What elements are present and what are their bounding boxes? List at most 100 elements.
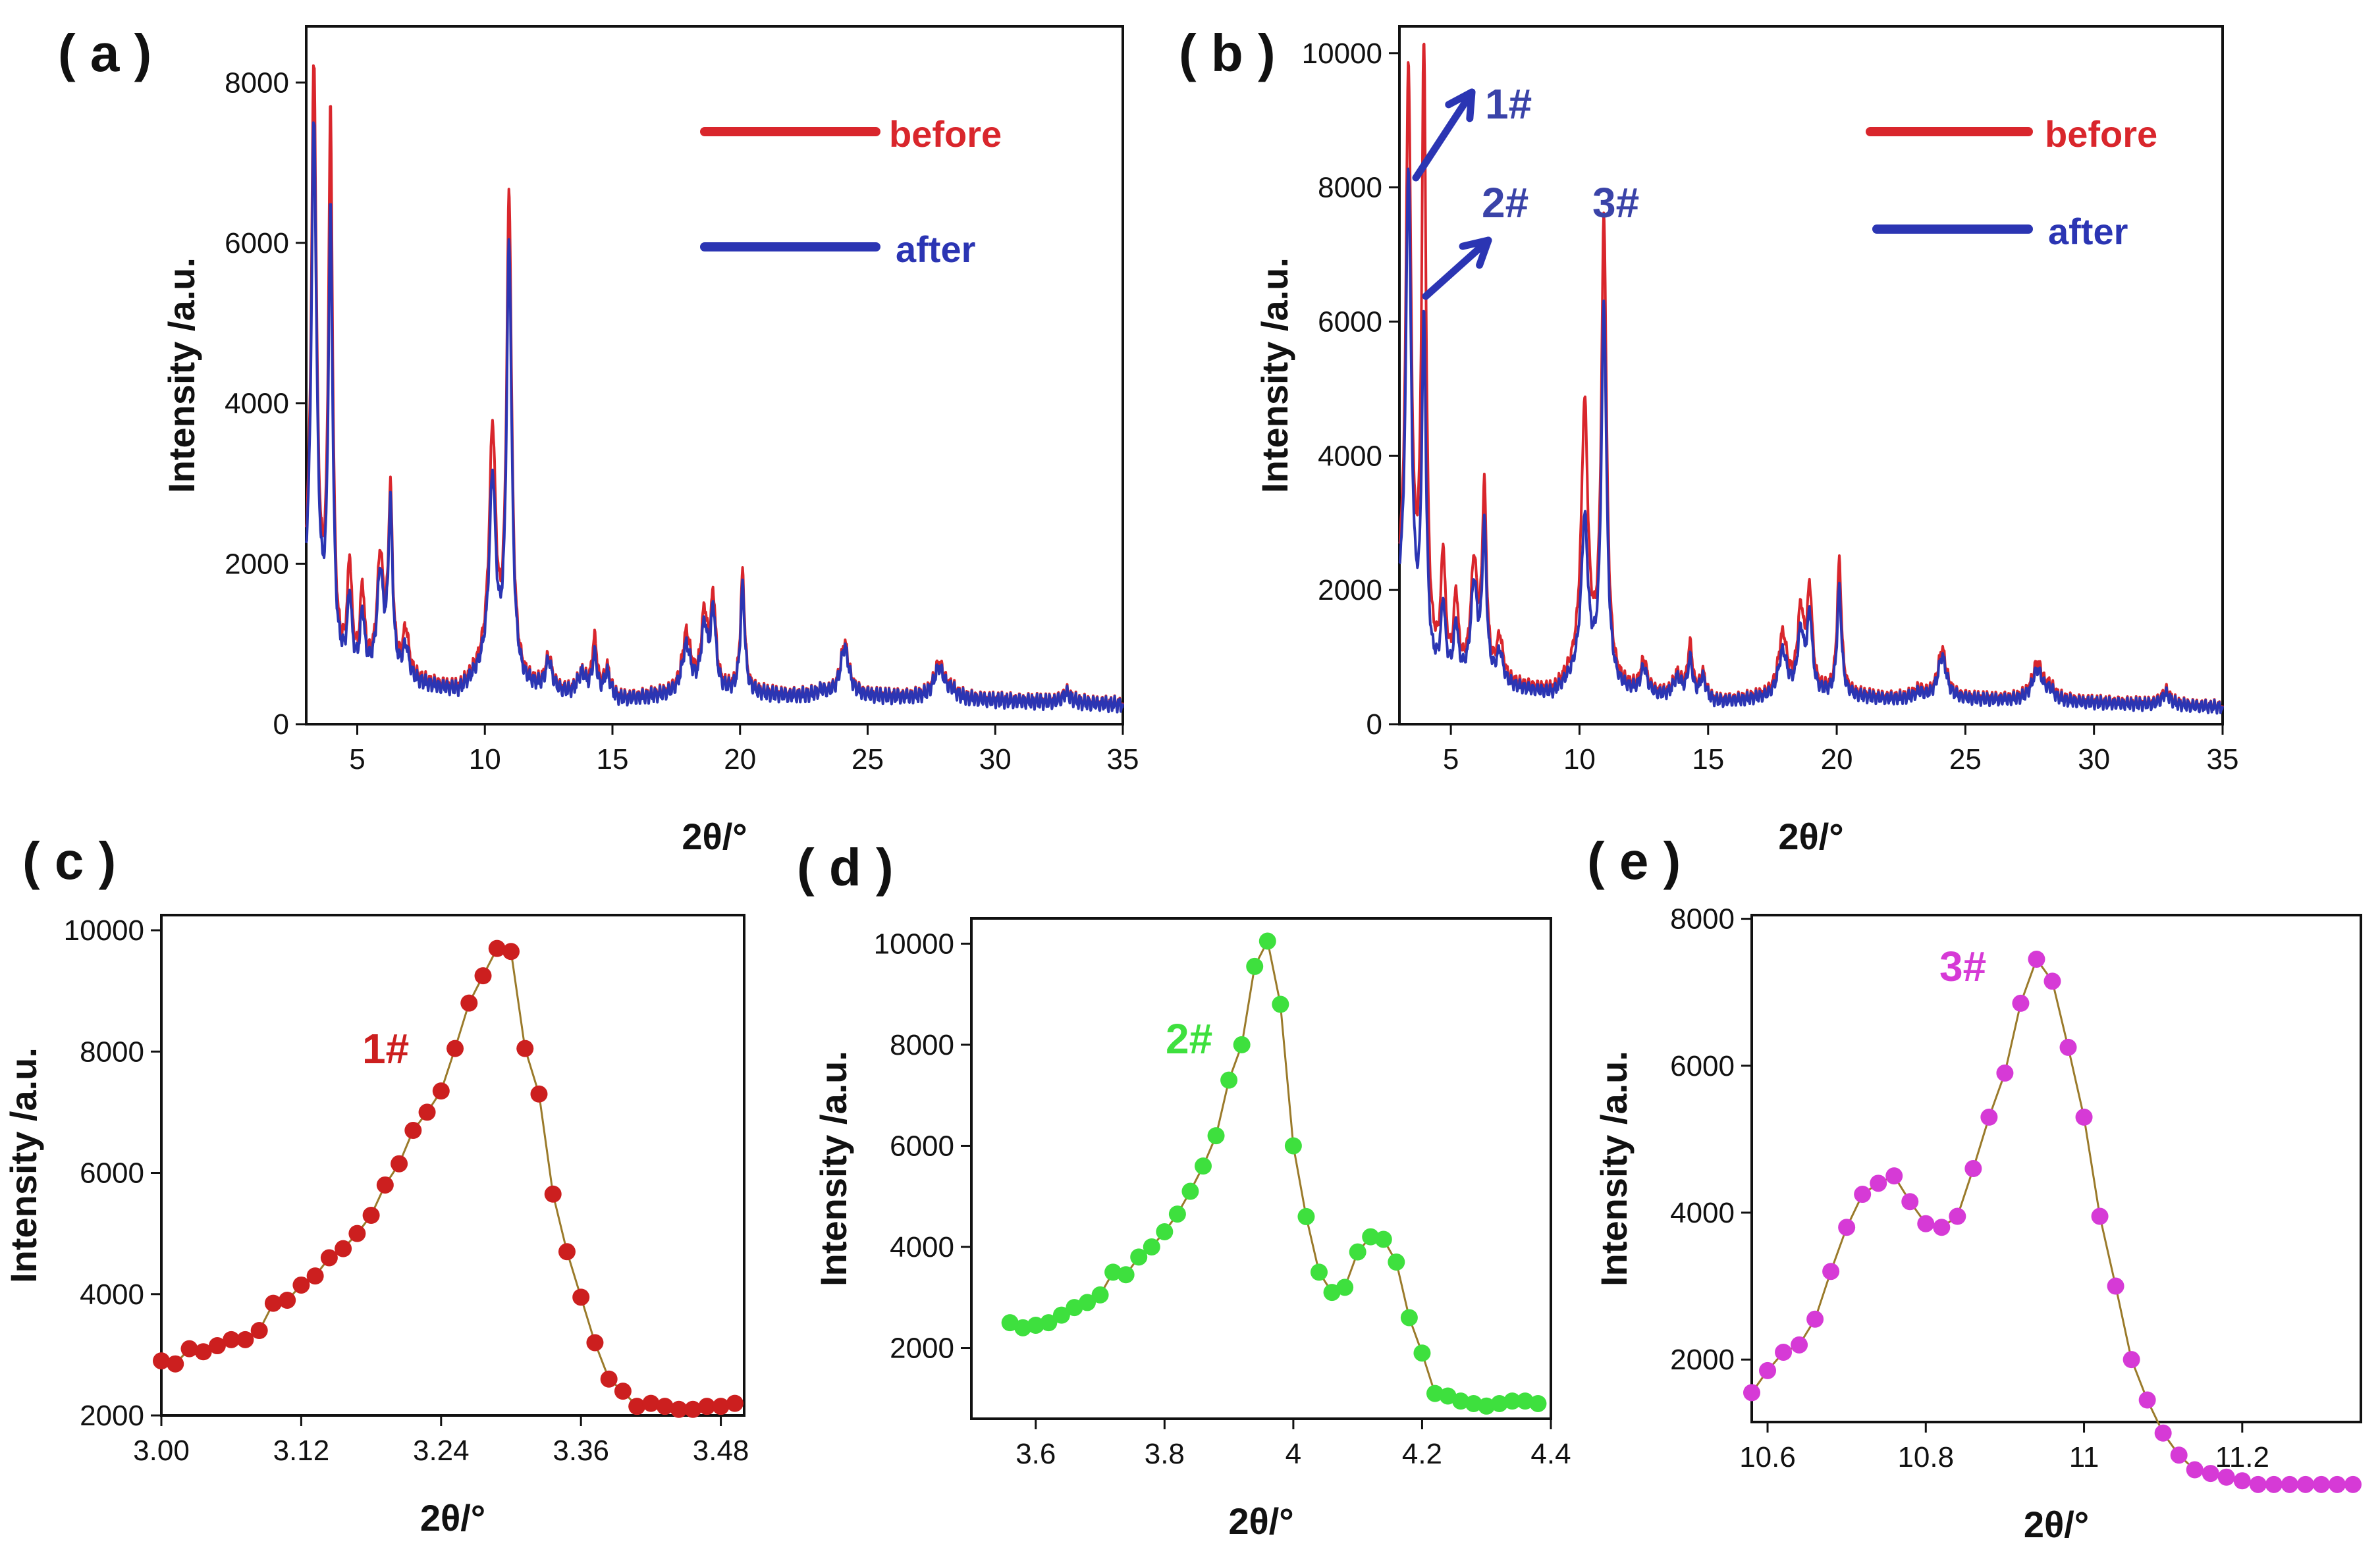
chart-b: 5 10 15 20 25 30 35 0 2000 4000 6000 8000 10000 2θ/° I…	[1254, 25, 2239, 857]
data-point	[279, 1291, 296, 1309]
x-tick-label: 30	[979, 743, 1012, 776]
x-tick-label: 25	[852, 743, 884, 776]
y-tick-label: 6000	[225, 227, 289, 259]
data-point	[544, 1185, 562, 1203]
data-point	[2217, 1468, 2235, 1486]
data-point	[670, 1400, 688, 1418]
legend-label-after: after	[896, 228, 975, 270]
data-point	[2328, 1475, 2346, 1493]
data-point	[1040, 1314, 1058, 1332]
x-tick-label: 3.24	[413, 1435, 470, 1467]
panel-label-d: ( d )	[797, 838, 894, 897]
data-point	[516, 1040, 534, 1057]
data-point	[1791, 1336, 1808, 1354]
data-point	[348, 1225, 366, 1242]
y-tick-label: 8000	[890, 1029, 954, 1061]
data-point	[1400, 1309, 1418, 1327]
x-tick-label: 20	[1821, 743, 1853, 776]
data-point	[1104, 1263, 1122, 1281]
data-point	[404, 1122, 422, 1140]
data-point	[488, 939, 506, 957]
y-tick-label: 2000	[890, 1333, 954, 1365]
panel-label-c: ( c )	[22, 831, 116, 890]
data-point	[1775, 1343, 1793, 1361]
data-point	[558, 1243, 576, 1261]
x-tick-label: 30	[2078, 743, 2110, 776]
data-point	[2154, 1424, 2172, 1442]
data-point	[1478, 1397, 1496, 1415]
data-point	[2091, 1207, 2109, 1225]
data-point	[628, 1398, 646, 1415]
data-point	[1272, 995, 1289, 1013]
x-tick-label: 10.8	[1897, 1441, 1954, 1473]
x-tick-label: 4.2	[1402, 1438, 1442, 1470]
data-point	[1949, 1207, 1966, 1225]
data-point	[1870, 1174, 1887, 1192]
data-point	[1014, 1319, 1032, 1336]
series-line-after	[1398, 167, 2224, 715]
x-tick-label: 15	[597, 743, 629, 776]
data-point	[391, 1155, 408, 1173]
data-point	[1181, 1182, 1199, 1200]
y-tick-label: 4000	[225, 388, 289, 420]
data-point	[1806, 1310, 1824, 1328]
data-point	[474, 967, 492, 985]
data-point	[1964, 1160, 1982, 1177]
data-point	[1079, 1294, 1096, 1311]
data-point	[236, 1331, 254, 1348]
data-point	[530, 1085, 548, 1103]
data-point	[1933, 1219, 1951, 1236]
legend-label-after: after	[2048, 211, 2128, 252]
chart-e: 10.6 10.8 11 11.2 2000 4000 6000 8000 2θ/° Intens…	[1593, 903, 2362, 1545]
x-axis-title: 2θ/°	[2024, 1504, 2089, 1545]
x-tick-label: 3.8	[1145, 1438, 1185, 1470]
chart-title-label: 1#	[362, 1025, 409, 1072]
chart-c: 3.00 3.12 3.24 3.36 3.48 2000 4000 6000 8000 1000…	[3, 914, 749, 1539]
data-point	[167, 1355, 184, 1373]
data-point	[572, 1288, 590, 1306]
data-point	[460, 994, 478, 1012]
y-axis-title: Intensity /a.u.	[1593, 1051, 1635, 1286]
x-tick-label: 10	[1563, 743, 1596, 776]
data-point	[1996, 1064, 2014, 1082]
x-axis-title: 2θ/°	[682, 816, 747, 857]
y-tick-label: 4000	[80, 1279, 144, 1311]
data-point	[2138, 1391, 2156, 1409]
y-tick-label: 8000	[1318, 172, 1382, 204]
data-point	[264, 1294, 282, 1312]
data-point	[1349, 1243, 1366, 1261]
data-point	[335, 1240, 352, 1257]
series-line-after	[305, 121, 1124, 714]
x-tick-label: 35	[1107, 743, 1139, 776]
data-point	[1885, 1167, 1903, 1185]
data-point	[306, 1267, 324, 1285]
data-point	[194, 1343, 212, 1361]
annotation-arrowhead	[1445, 88, 1476, 122]
y-tick-label: 4000	[1318, 440, 1382, 472]
chart-d: 3.6 3.8 4 4.2 4.4 2000 4000 6000 8000 10000 2θ/° In…	[813, 917, 1571, 1542]
data-point	[1822, 1263, 1840, 1280]
y-tick-label: 2000	[225, 548, 289, 580]
x-tick-label: 3.6	[1015, 1438, 1056, 1470]
y-axis-title: Intensity /a.u.	[813, 1051, 854, 1286]
data-point	[1066, 1299, 1083, 1317]
data-point	[2312, 1475, 2330, 1493]
data-point	[684, 1400, 702, 1418]
data-point	[712, 1398, 730, 1415]
data-point	[1413, 1344, 1431, 1362]
data-point	[292, 1276, 310, 1294]
x-tick-label: 35	[2207, 743, 2239, 776]
y-tick-label: 2000	[1670, 1344, 1735, 1376]
legend-label-before: before	[889, 113, 1002, 155]
y-tick-label: 4000	[1670, 1197, 1735, 1229]
data-point	[2249, 1475, 2267, 1493]
annotation-label: 2#	[1482, 179, 1528, 226]
data-point	[2344, 1475, 2362, 1493]
data-point	[1529, 1394, 1547, 1412]
y-axis-title: Intensity /a.u.	[161, 257, 202, 493]
y-tick-label: 6000	[1318, 305, 1382, 338]
annotation-label: 3#	[1592, 179, 1639, 226]
data-point	[1117, 1266, 1135, 1284]
data-point	[614, 1383, 632, 1400]
y-tick-label: 10000	[64, 914, 144, 947]
